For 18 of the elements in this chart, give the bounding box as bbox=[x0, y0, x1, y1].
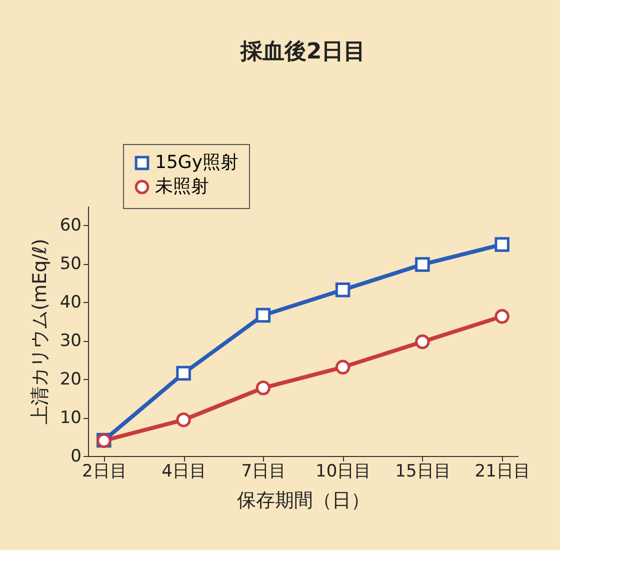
legend-label: 15Gy照射 bbox=[155, 152, 239, 173]
x-tick-label: 2日目 bbox=[82, 462, 127, 482]
y-tick-label: 0 bbox=[70, 446, 82, 466]
x-tick-label: 7日目 bbox=[241, 462, 286, 482]
y-tick-label: 40 bbox=[60, 292, 82, 313]
y-axis-title: 上清カリウム(mEq/ℓ) bbox=[28, 238, 51, 424]
chart-title: 採血後2日目 bbox=[239, 40, 366, 64]
y-tick-label: 60 bbox=[60, 216, 82, 236]
x-tick-label: 21日目 bbox=[474, 462, 530, 482]
y-tick-label: 50 bbox=[60, 254, 82, 274]
x-tick-label: 10日目 bbox=[315, 462, 372, 482]
x-axis-title: 保存期間（日） bbox=[237, 490, 370, 512]
x-tick-label: 15日目 bbox=[395, 462, 451, 482]
legend-label: 未照射 bbox=[155, 176, 209, 197]
x-tick-label: 4日目 bbox=[162, 462, 206, 482]
y-tick-label: 30 bbox=[60, 331, 82, 352]
y-tick-label: 20 bbox=[60, 370, 82, 390]
y-tick-label: 10 bbox=[60, 408, 82, 428]
